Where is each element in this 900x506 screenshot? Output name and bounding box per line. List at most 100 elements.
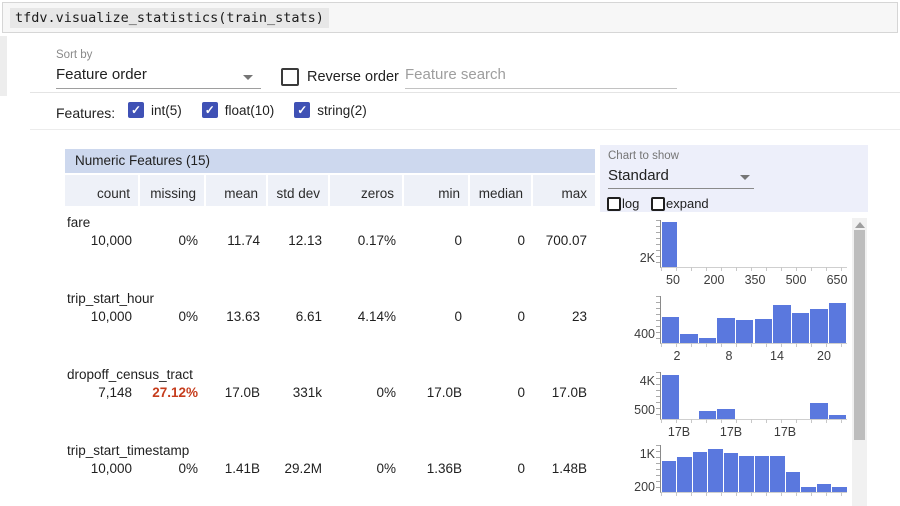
histogram-bar — [698, 411, 717, 419]
stat-value-missing: 0% — [178, 461, 198, 476]
y-axis-ticks — [656, 220, 660, 267]
stat-value-min: 0 — [454, 233, 462, 248]
features-label: Features: — [56, 105, 116, 121]
feature-type-filters: ✓ int(5) ✓ float(10) ✓ string(2) — [128, 102, 367, 118]
stat-value-max: 23 — [571, 309, 587, 324]
stat-value-std-dev: 29.2M — [284, 461, 322, 476]
y-axis-tick-label: 500 — [634, 403, 655, 417]
code-cell[interactable]: tfdv.visualize_statistics(train_stats) — [2, 2, 898, 33]
histogram-bar — [754, 456, 769, 492]
table-column-headers: count missing mean std dev zeros min median max — [65, 175, 595, 206]
reverse-order-checkbox[interactable] — [281, 68, 299, 86]
stat-value-median: 0 — [517, 309, 525, 324]
sort-by-dropdown[interactable]: Feature order — [56, 66, 261, 89]
feature-stats: 7,148 27.12% 17.0B 331k 0% 17.0B 0 17.0B — [65, 385, 595, 400]
expand-checkbox[interactable] — [651, 197, 665, 211]
histogram-bar — [692, 452, 707, 492]
stat-value-mean: 13.63 — [226, 309, 260, 324]
reverse-order-label: Reverse order — [307, 69, 399, 85]
column-header-min: min — [404, 175, 470, 206]
column-header-mean: mean — [206, 175, 268, 206]
scrollbar-thumb[interactable] — [854, 230, 865, 440]
stat-value-std-dev: 331k — [292, 385, 322, 400]
stat-value-zeros: 0% — [376, 461, 396, 476]
histogram-dropoff_census_tract: 4K 500 17B 17B 17B — [622, 372, 848, 439]
histogram-bar — [770, 456, 785, 492]
stat-value-zeros: 0% — [376, 385, 396, 400]
x-axis-ticks — [661, 419, 847, 423]
plot-area — [656, 445, 847, 496]
x-axis-tick-label: 17B — [719, 425, 743, 439]
histogram-bar — [828, 415, 847, 419]
stat-value-mean: 17.0B — [224, 385, 260, 400]
feature-type-filter[interactable]: ✓ int(5) — [128, 102, 182, 118]
histogram-bar — [791, 313, 810, 343]
feature-name: fare — [67, 215, 91, 230]
x-axis-tick-label: 350 — [744, 273, 766, 287]
y-axis-tick-label: 4K — [639, 374, 655, 388]
column-header-median: median — [470, 175, 533, 206]
x-axis-ticks — [661, 343, 847, 347]
histogram-bar — [717, 318, 735, 343]
stat-value-min: 1.36B — [426, 461, 462, 476]
histogram-bar — [810, 309, 828, 343]
x-axis-tick-label: 20 — [817, 349, 831, 363]
stat-value-min: 17.0B — [426, 385, 462, 400]
histogram-bar — [828, 303, 847, 343]
checked-checkbox[interactable]: ✓ — [128, 102, 144, 118]
x-axis-tick-label: 14 — [770, 349, 784, 363]
histogram-bar — [816, 484, 831, 492]
stat-value-missing: 27.12% — [152, 385, 198, 400]
chart-type-value: Standard — [608, 167, 669, 184]
stat-value-std-dev: 6.61 — [295, 309, 322, 324]
chart-to-show-label: Chart to show — [608, 150, 679, 162]
table-row: trip_start_timestamp 10,000 0% 1.41B 29.2M 0%… — [65, 441, 595, 506]
stat-value-std-dev: 12.13 — [288, 233, 322, 248]
feature-type-filter[interactable]: ✓ float(10) — [201, 102, 274, 118]
y-axis-ticks — [656, 372, 660, 419]
feature-type-filter[interactable]: ✓ string(2) — [294, 102, 367, 118]
stat-value-count: 10,000 — [90, 461, 132, 476]
histogram-bar — [698, 338, 717, 343]
x-axis-tick-label: 8 — [725, 349, 733, 363]
chart-type-dropdown[interactable]: Standard — [608, 167, 754, 189]
histogram-bar — [832, 487, 847, 492]
checked-checkbox[interactable]: ✓ — [294, 102, 311, 118]
stat-value-max: 1.48B — [551, 461, 587, 476]
left-gutter — [0, 36, 7, 96]
stat-value-zeros: 4.14% — [357, 309, 396, 324]
histogram-bar — [735, 320, 754, 343]
checked-checkbox[interactable]: ✓ — [201, 102, 218, 118]
histogram-bar — [739, 456, 754, 492]
x-axis-ticks — [661, 267, 847, 271]
plot-area — [656, 372, 847, 423]
y-axis-ticks — [656, 296, 660, 343]
stat-value-count: 10,000 — [90, 309, 132, 324]
expand-label: expand — [666, 196, 709, 211]
histogram-fare: 2K 50 200 350 500 650 — [622, 220, 848, 287]
histogram-bar — [661, 375, 680, 419]
plot-area — [656, 220, 847, 271]
scroll-up-arrow-icon[interactable] — [855, 222, 865, 228]
feature-name: dropoff_census_tract — [67, 367, 193, 382]
stat-value-median: 0 — [517, 233, 525, 248]
x-axis-tick-label: 50 — [666, 273, 680, 287]
stat-value-zeros: 0.17% — [357, 233, 396, 248]
numeric-features-header: Numeric Features (15) — [65, 149, 595, 173]
histogram-bar — [661, 461, 676, 492]
log-label: log — [622, 196, 640, 211]
feature-search-input[interactable] — [405, 60, 677, 89]
feature-stats: 10,000 0% 1.41B 29.2M 0% 1.36B 0 1.48B — [65, 461, 595, 476]
stat-value-count: 10,000 — [90, 233, 132, 248]
log-checkbox[interactable] — [607, 197, 621, 211]
feature-name: trip_start_timestamp — [67, 443, 190, 458]
chevron-down-icon — [740, 175, 750, 180]
stat-value-min: 0 — [454, 309, 462, 324]
y-axis-tick-label: 200 — [634, 480, 655, 494]
charts-scrollbar[interactable] — [852, 218, 867, 506]
sort-by-value: Feature order — [56, 66, 147, 83]
histogram-bar — [801, 487, 816, 492]
histogram-bar — [723, 453, 738, 492]
column-header-std-dev: std dev — [268, 175, 330, 206]
x-axis-tick-label: 500 — [785, 273, 807, 287]
